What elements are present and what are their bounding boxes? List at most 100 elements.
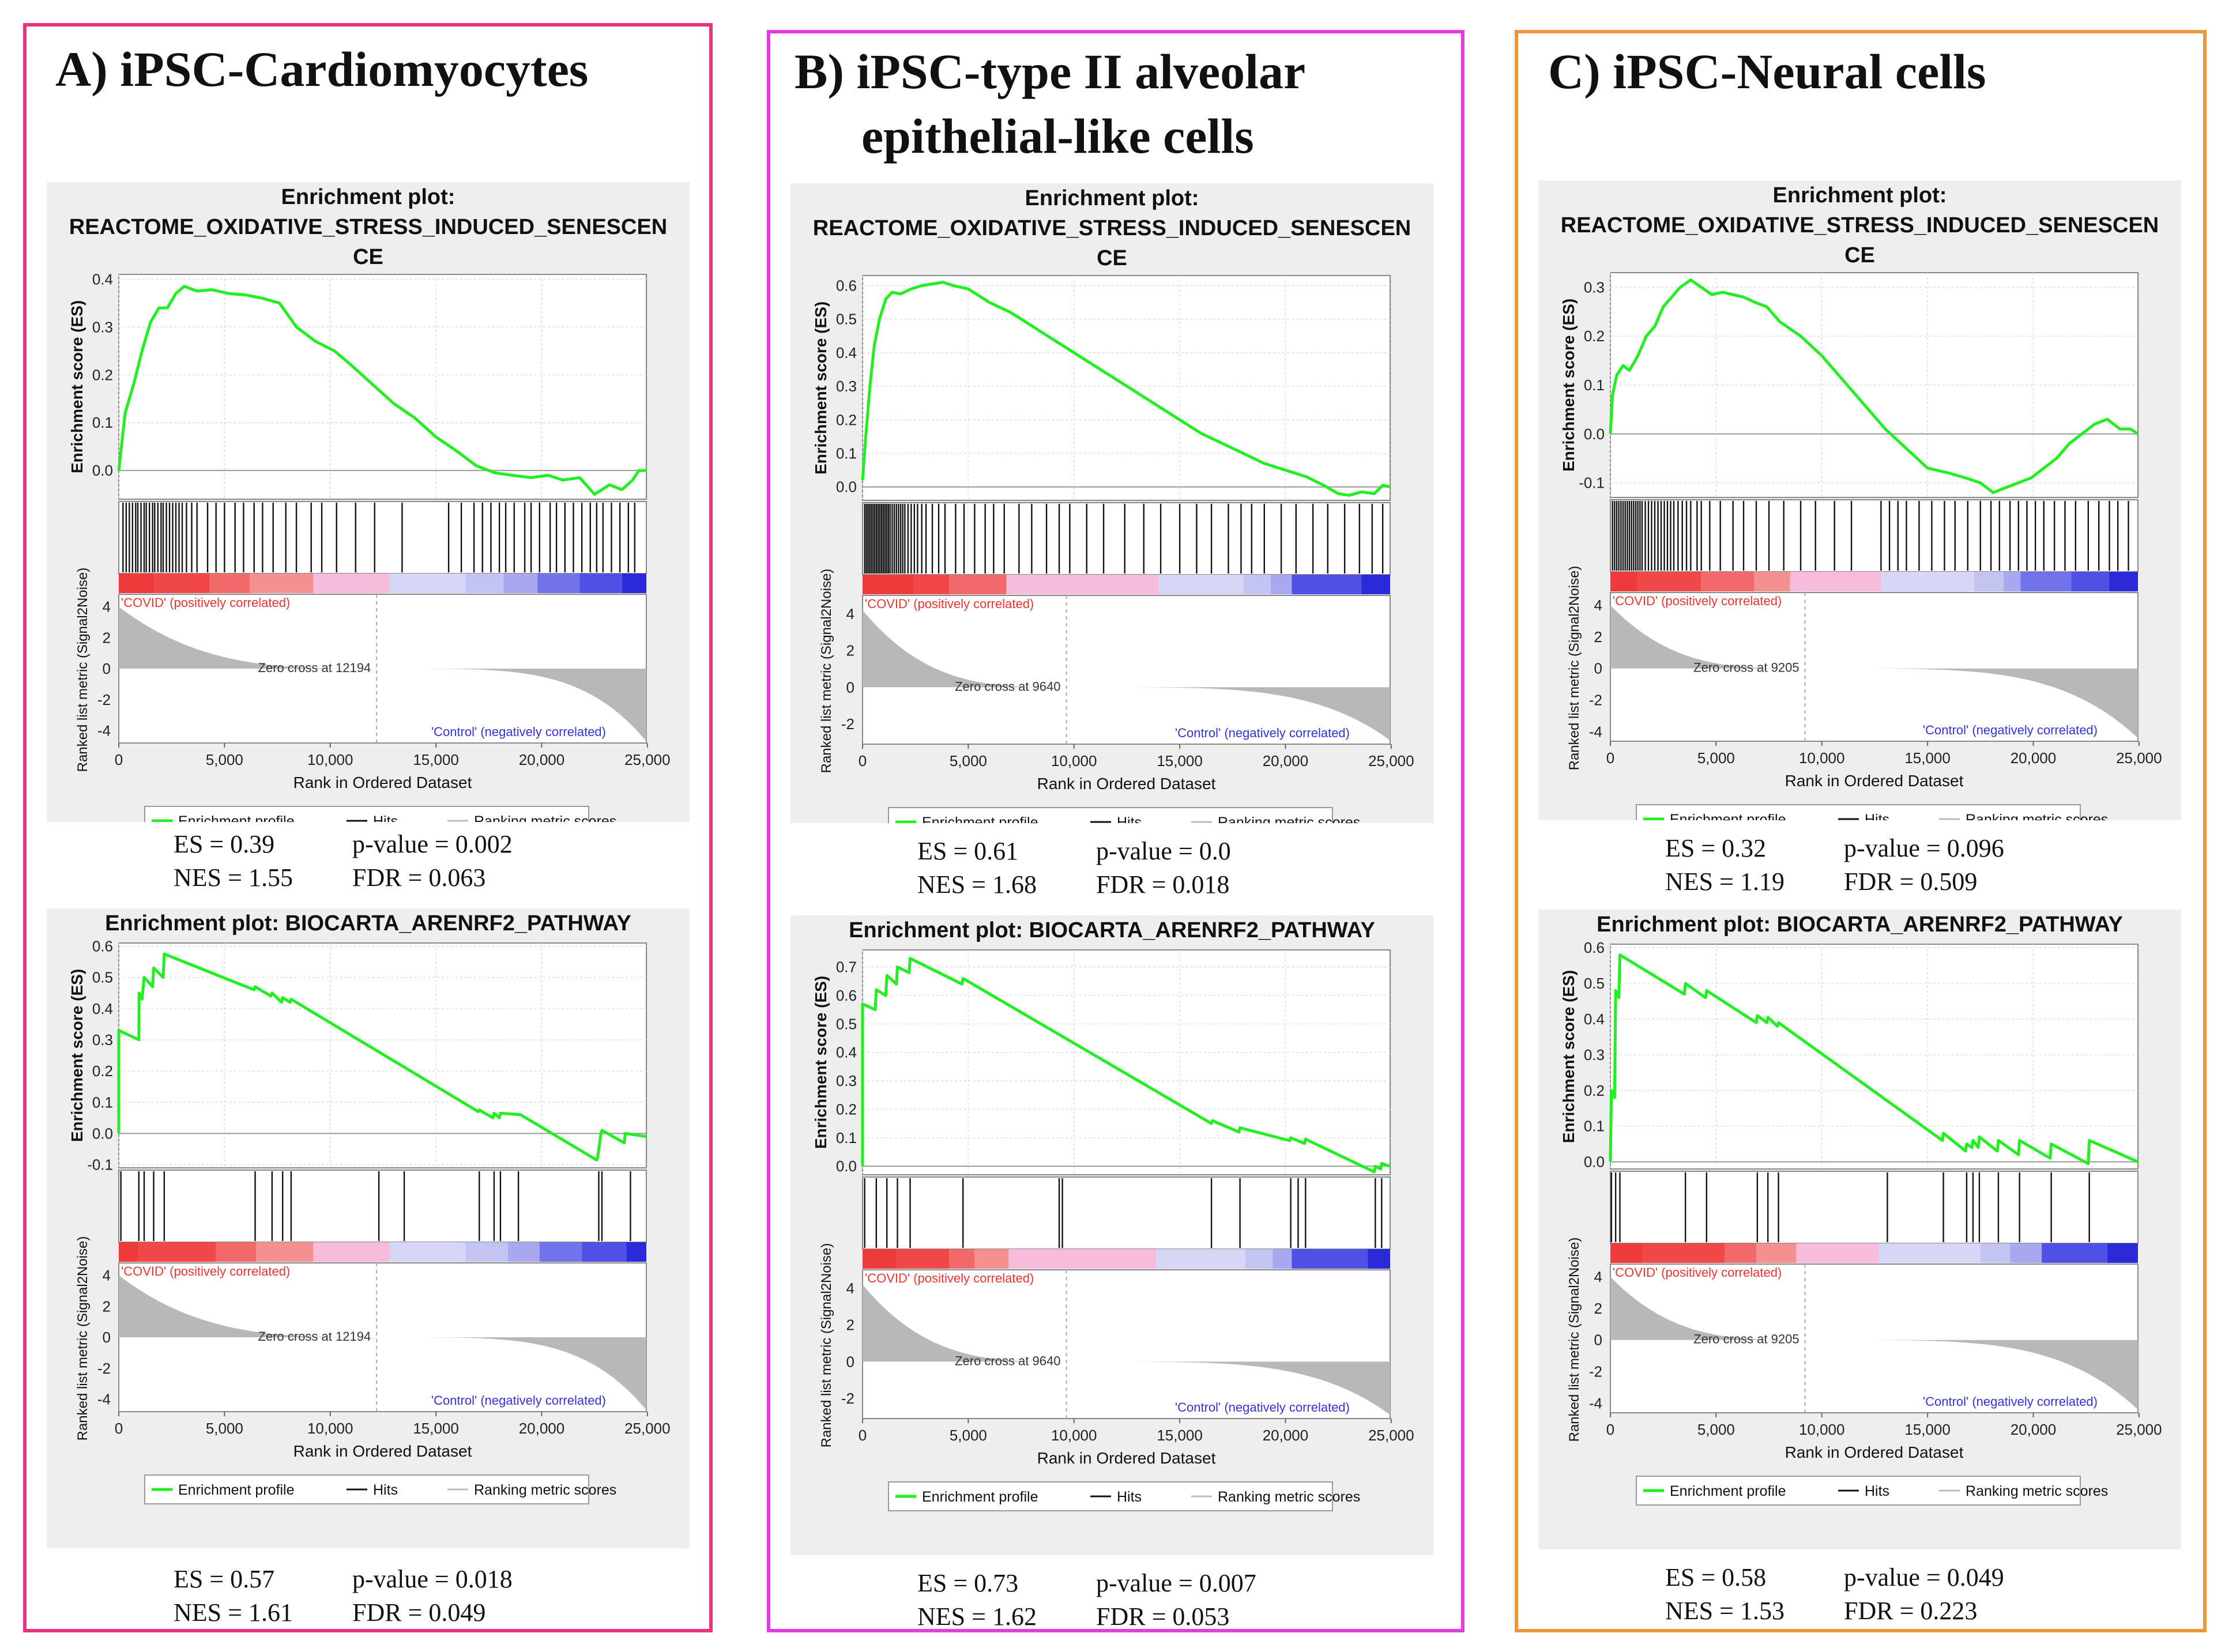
metric-negative-area	[1805, 668, 2138, 738]
p-line-text: p-value = 0.007	[1096, 1569, 1256, 1597]
covid-label: 'COVID' (positively correlated)	[865, 597, 1034, 611]
metric-y-tick-label: 4	[103, 598, 111, 616]
hits-area	[118, 501, 647, 574]
heatmap-segment	[1368, 1249, 1390, 1269]
heatmap-segment	[896, 1249, 950, 1269]
zero-cross-label: Zero cross at 9205	[1693, 661, 1799, 675]
es-y-tick-label: 0.3	[1584, 278, 1605, 296]
metric-y-tick-label: -4	[97, 1391, 111, 1408]
es-y-tick-label: 0.0	[836, 1157, 857, 1175]
x-tick-label: 0	[115, 1420, 123, 1437]
zero-cross-label: Zero cross at 9205	[1693, 1332, 1799, 1347]
panel-0: A) iPSC-Cardiomyocytes Enrichment plot: RE…	[23, 23, 713, 1632]
heatmap-segment	[313, 1242, 390, 1262]
metric-y-tick-label: 2	[846, 642, 854, 659]
heatmap-segment	[1701, 572, 1755, 591]
metric-y-axis-label: Ranked list metric (Signal2Noise)	[819, 1243, 834, 1448]
legend: Enrichment profile Hits Ranking metric sco…	[144, 806, 616, 822]
metric-y-tick-label: 0	[846, 678, 854, 696]
fdr-line-text: FDR = 0.018	[1096, 870, 1230, 899]
es-y-tick-label: 0.6	[92, 937, 113, 955]
plot-title-line: Enrichment plot: BIOCARTA_ARENRF2_PATHWA…	[849, 918, 1375, 942]
legend-label: Enrichment profile	[178, 813, 294, 822]
heatmap-segment	[209, 574, 250, 593]
legend-label: Ranking metric scores	[474, 813, 616, 822]
legend-label: Ranking metric scores	[1218, 1489, 1360, 1505]
x-axis-label: Rank in Ordered Dataset	[1785, 772, 1964, 790]
es-y-tick-label: 0.5	[836, 311, 857, 328]
heatmap-segment	[1642, 1243, 1725, 1263]
panel-title-line: C) iPSC-Neural cells	[1548, 44, 1986, 99]
plot-title-line: Enrichment plot: BIOCARTA_ARENRF2_PATHWA…	[105, 911, 631, 936]
heatmap-segment	[1796, 1243, 1879, 1263]
metric-y-tick-label: 0	[1594, 1332, 1602, 1349]
zero-cross-label: Zero cross at 9640	[955, 679, 1060, 693]
legend-label: Enrichment profile	[922, 1489, 1038, 1505]
enrichment-plot: Enrichment plot: REACTOME_OXIDATIVE_STRES…	[47, 182, 690, 822]
heatmap-segment	[138, 1242, 216, 1262]
heatmap-segment	[1243, 575, 1271, 594]
metric-positive-area	[119, 606, 377, 669]
x-tick-label: 0	[1606, 749, 1614, 767]
heatmap-segment	[2109, 572, 2138, 591]
heatmap-segment	[313, 574, 390, 593]
es-y-tick-label: 0.0	[1584, 1153, 1605, 1171]
legend-label: Hits	[373, 813, 398, 822]
legend-label: Ranking metric scores	[474, 1482, 616, 1498]
es-y-tick-label: 0.4	[92, 1000, 113, 1017]
es-line1-text: ES = 0.39	[174, 830, 275, 858]
x-axis-label: Rank in Ordered Dataset	[293, 1442, 472, 1460]
control-label: 'Control' (negatively correlated)	[431, 1393, 606, 1408]
x-tick-label: 15,000	[413, 1420, 459, 1437]
enrichment-plot: Enrichment plot: BIOCARTA_ARENRF2_PATHWA…	[47, 908, 690, 1548]
hits-area	[1610, 499, 2139, 572]
x-tick-label: 0	[1606, 1421, 1614, 1438]
hits-area	[862, 1176, 1391, 1250]
x-tick-label: 15,000	[1904, 1421, 1951, 1438]
x-axis-label: Rank in Ordered Dataset	[1785, 1443, 1964, 1461]
es-y-tick-label: 0.5	[1584, 975, 1605, 992]
metric-y-tick-label: 2	[1594, 628, 1602, 646]
p-line-text: p-value = 0.018	[352, 1565, 513, 1593]
x-tick-label: 25,000	[624, 1420, 671, 1437]
es-plot-area	[862, 949, 1391, 1175]
x-tick-label: 0	[859, 752, 867, 770]
enrichment-chart: 0.0 0.1 0.2 0.3 0.4 0.5 0.6 0.7 Enrichment score…	[812, 949, 1414, 1511]
metric-positive-area	[863, 610, 1067, 688]
es-y-tick-label: 0.2	[1584, 327, 1605, 345]
control-label: 'Control' (negatively correlated)	[1923, 1394, 2098, 1409]
plot-title-line: CE	[1097, 246, 1127, 270]
metric-positive-area	[863, 1284, 1067, 1362]
heatmap-segment	[1878, 1243, 1981, 1263]
zero-cross-label: Zero cross at 12194	[258, 661, 371, 675]
es-y-tick-label: 0.3	[92, 318, 113, 335]
p-line-text: p-value = 0.0	[1096, 837, 1231, 865]
x-tick-label: 15,000	[413, 751, 459, 768]
heatmap-segment	[863, 1249, 897, 1269]
plot-title-line: Enrichment plot:	[1772, 183, 1947, 208]
es-y-axis-label: Enrichment score (ES)	[1560, 970, 1578, 1143]
heatmap-segment	[539, 1242, 582, 1262]
metric-positive-area	[1610, 605, 1805, 669]
es-y-tick-label: 0.4	[1584, 1010, 1605, 1028]
es-y-tick-label: 0.4	[92, 270, 113, 288]
metric-y-tick-label: 0	[1594, 660, 1602, 677]
heatmap-segment	[626, 1242, 646, 1262]
enrichment-chart: -0.1 0.0 0.1 0.2 0.3 0.4 0.5 0.6 Enrichment scor…	[68, 937, 671, 1504]
heatmap-segment	[2107, 1243, 2138, 1263]
enrichment-profile-line	[1609, 278, 2139, 494]
legend-label: Ranking metric scores	[1966, 812, 2108, 820]
metric-y-tick-label: -4	[1589, 1395, 1602, 1412]
es-y-axis-label: Enrichment score (ES)	[812, 976, 830, 1149]
heatmap-segment	[1361, 575, 1390, 594]
x-tick-label: 20,000	[2011, 749, 2057, 767]
x-tick-label: 20,000	[1263, 752, 1309, 770]
x-tick-label: 20,000	[519, 751, 565, 768]
panel-title: A) iPSC-Cardiomyocytes	[55, 37, 588, 101]
heatmap-segment	[537, 574, 580, 593]
p-line-text: p-value = 0.049	[1844, 1563, 2004, 1591]
fdr-line-text: FDR = 0.509	[1844, 868, 1978, 896]
enrichment-plot: Enrichment plot: REACTOME_OXIDATIVE_STRES…	[790, 183, 1433, 823]
metric-positive-area	[1610, 1277, 1805, 1340]
heatmap-segment	[1610, 572, 1638, 591]
